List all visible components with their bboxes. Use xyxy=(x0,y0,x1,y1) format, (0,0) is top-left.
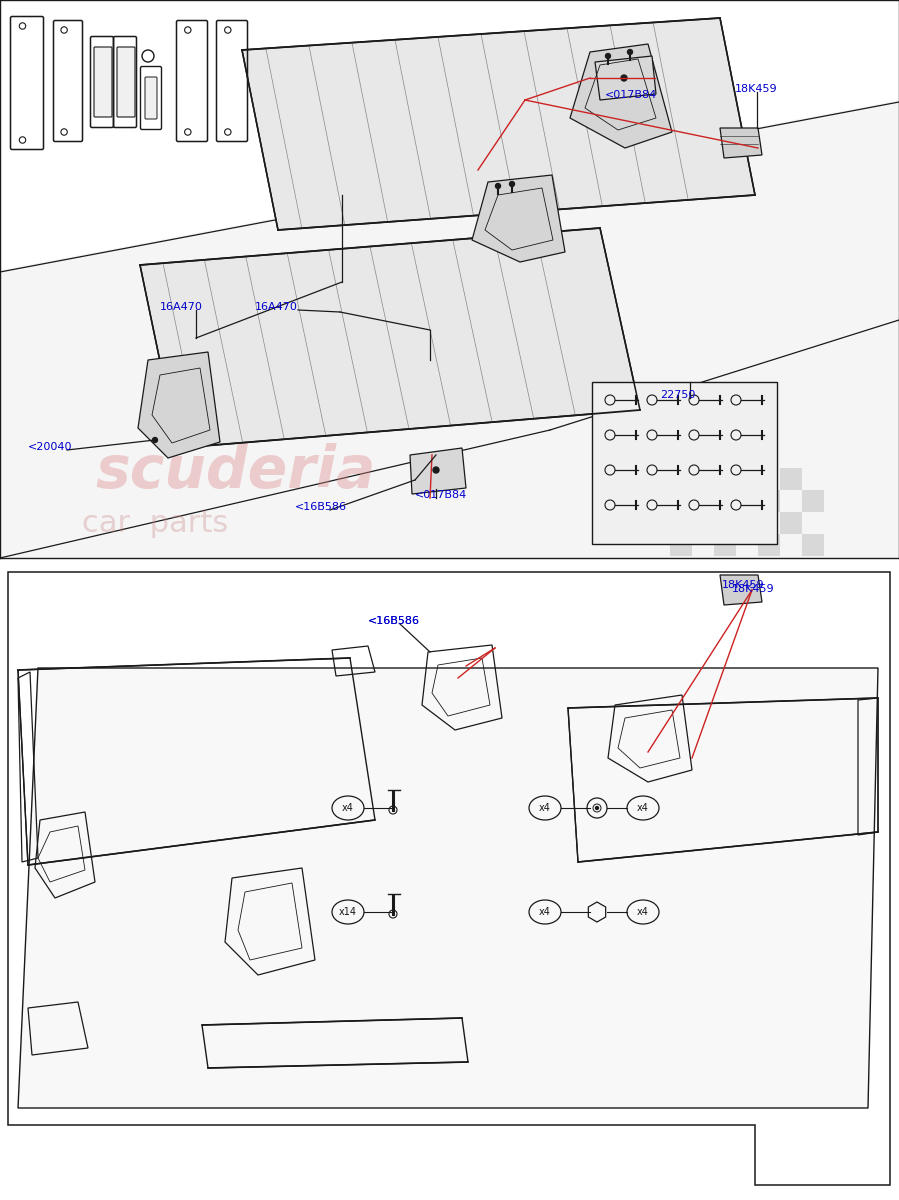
Circle shape xyxy=(621,74,627,80)
Polygon shape xyxy=(410,448,466,494)
Text: x4: x4 xyxy=(637,803,649,814)
Bar xyxy=(648,490,670,512)
Bar xyxy=(758,534,780,556)
Bar xyxy=(780,490,802,512)
Text: 18K459: 18K459 xyxy=(735,84,778,94)
Bar xyxy=(736,490,758,512)
Text: 18K459: 18K459 xyxy=(732,584,775,594)
Bar xyxy=(758,468,780,490)
FancyBboxPatch shape xyxy=(145,77,157,119)
Polygon shape xyxy=(0,100,899,558)
Circle shape xyxy=(153,438,157,443)
Bar xyxy=(714,534,736,556)
Polygon shape xyxy=(242,18,755,230)
Bar xyxy=(758,490,780,512)
Circle shape xyxy=(595,806,599,810)
Bar xyxy=(714,468,736,490)
Bar xyxy=(802,534,824,556)
Polygon shape xyxy=(140,228,640,448)
Bar xyxy=(714,512,736,534)
Circle shape xyxy=(606,54,610,59)
Text: 16A470: 16A470 xyxy=(255,302,298,312)
Bar xyxy=(692,468,714,490)
Text: <16B586: <16B586 xyxy=(368,616,420,626)
Bar xyxy=(670,534,692,556)
Text: car  parts: car parts xyxy=(82,509,228,538)
Text: scuderia: scuderia xyxy=(95,443,376,500)
Bar xyxy=(692,490,714,512)
Bar xyxy=(780,468,802,490)
Text: x4: x4 xyxy=(342,803,354,814)
Circle shape xyxy=(510,181,514,186)
Bar xyxy=(670,490,692,512)
Text: <017B84: <017B84 xyxy=(415,490,467,500)
Circle shape xyxy=(495,184,501,188)
Text: 18K459: 18K459 xyxy=(722,580,765,590)
Polygon shape xyxy=(595,56,656,100)
Bar xyxy=(802,490,824,512)
Bar xyxy=(736,468,758,490)
Text: x14: x14 xyxy=(339,907,357,917)
Circle shape xyxy=(433,467,439,473)
Bar xyxy=(802,468,824,490)
Text: <20040: <20040 xyxy=(28,442,73,452)
Bar xyxy=(592,382,777,544)
Text: x4: x4 xyxy=(539,803,551,814)
Bar xyxy=(648,468,670,490)
Bar xyxy=(648,534,670,556)
Bar xyxy=(780,512,802,534)
Bar xyxy=(692,512,714,534)
FancyBboxPatch shape xyxy=(117,47,135,116)
Bar xyxy=(714,490,736,512)
Polygon shape xyxy=(472,175,565,262)
Polygon shape xyxy=(0,0,899,270)
Polygon shape xyxy=(8,572,890,1186)
Polygon shape xyxy=(720,128,762,158)
Bar xyxy=(736,534,758,556)
Text: 22750: 22750 xyxy=(660,390,695,400)
Polygon shape xyxy=(720,575,762,605)
Bar xyxy=(802,512,824,534)
Text: <16B586: <16B586 xyxy=(295,502,347,512)
Text: x4: x4 xyxy=(539,907,551,917)
Circle shape xyxy=(628,49,633,54)
Bar xyxy=(670,468,692,490)
Bar xyxy=(780,534,802,556)
Polygon shape xyxy=(570,44,672,148)
Text: <017B84: <017B84 xyxy=(605,90,657,100)
Bar xyxy=(692,534,714,556)
Text: 16A470: 16A470 xyxy=(160,302,203,312)
Bar xyxy=(736,512,758,534)
Text: <16B586: <16B586 xyxy=(368,616,420,626)
Polygon shape xyxy=(18,668,878,1108)
FancyBboxPatch shape xyxy=(94,47,112,116)
Bar xyxy=(758,512,780,534)
Bar xyxy=(648,512,670,534)
Polygon shape xyxy=(138,352,220,458)
Bar xyxy=(670,512,692,534)
Text: x4: x4 xyxy=(637,907,649,917)
